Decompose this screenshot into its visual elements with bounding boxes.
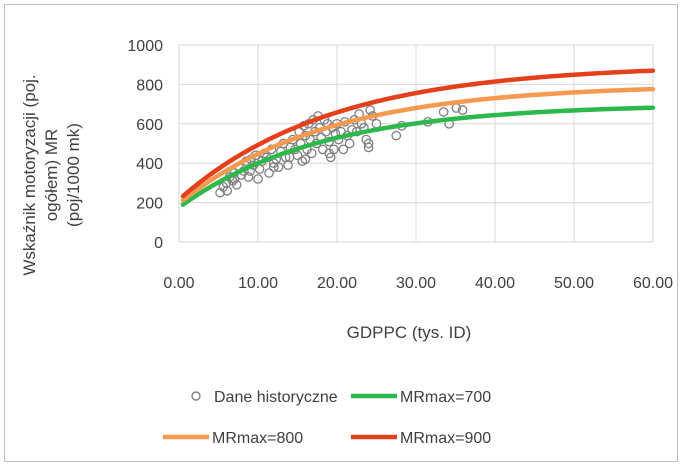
y-axis-title: Wskaźnik motoryzacji (poj. ogółem) MR (p… (20, 74, 83, 275)
legend-item-mrmax-700: MRmax=700 (351, 389, 491, 406)
scatter-point (338, 144, 349, 155)
scatter-point (300, 154, 311, 165)
scatter-point (438, 107, 449, 117)
x-tick-label: 10.00 (238, 275, 278, 292)
legend-label-mrmax-900: MRmax=900 (400, 430, 491, 447)
chart-frame: 0 200 400 600 800 1000 0.00 10.00 20.00 30.00 40.… (4, 4, 678, 462)
x-tick-labels: 0.00 10.00 20.00 30.00 40.00 50.00 60.00 (163, 275, 673, 292)
x-tick-label: 50.00 (554, 275, 594, 292)
scatter-point (457, 105, 468, 115)
x-tick-label: 40.00 (475, 275, 515, 292)
scatter-point (264, 168, 274, 178)
scatter-point (283, 160, 293, 171)
scatter-point (365, 105, 376, 115)
scatter-point (253, 174, 263, 184)
legend-marker-historical (191, 391, 201, 401)
scatter-point (243, 172, 254, 182)
legend-item-mrmax-900: MRmax=900 (351, 430, 491, 447)
scatter-point (317, 144, 328, 155)
scatter-point (344, 138, 355, 149)
y-axis-title-line-2: ogółem) MR (42, 129, 61, 222)
scatter-point (222, 185, 233, 196)
y-axis-title-line-1: Wskaźnik motoryzacji (poj. (20, 74, 39, 275)
y-tick-label: 200 (136, 196, 163, 213)
legend-item-mrmax-800: MRmax=800 (163, 430, 303, 447)
y-tick-label: 0 (154, 235, 163, 252)
legend-label-historical: Dane historyczne (214, 389, 338, 406)
series-line-mrmax-700 (180, 105, 656, 207)
x-tick-label: 60.00 (633, 275, 673, 292)
scatter-point (306, 148, 317, 159)
scatter-point (363, 138, 374, 149)
scatter-point (231, 180, 242, 190)
series-line-mrmax-800 (180, 86, 656, 203)
scatter-point (273, 162, 284, 172)
legend-item-historical: Dane historyczne (191, 389, 338, 406)
y-tick-labels: 0 200 400 600 800 1000 (127, 38, 163, 252)
legend-label-mrmax-800: MRmax=800 (212, 430, 303, 447)
y-tick-label: 800 (136, 77, 163, 94)
x-tick-label: 20.00 (317, 275, 357, 292)
line-series (180, 68, 656, 207)
y-tick-label: 1000 (127, 38, 163, 55)
scatter-series (215, 103, 468, 198)
scatter-point (363, 142, 374, 153)
legend: Dane historyczne MRmax=700 MRmax=800 MRm… (163, 389, 491, 447)
scatter-point (391, 130, 402, 141)
y-tick-label: 600 (136, 117, 163, 134)
scatter-point (215, 187, 225, 198)
x-tick-label: 0.00 (163, 275, 194, 292)
legend-label-mrmax-700: MRmax=700 (400, 389, 491, 406)
y-tick-label: 400 (136, 156, 163, 173)
y-axis-title-line-3: (poj/1000 mk) (64, 123, 83, 227)
chart-canvas: 0 200 400 600 800 1000 0.00 10.00 20.00 30.00 40.… (20, 38, 673, 447)
scatter-point (268, 162, 279, 172)
scatter-point (324, 148, 334, 159)
series-line-mrmax-900 (180, 68, 656, 199)
x-tick-label: 30.00 (396, 275, 436, 292)
x-axis-title: GDPPC (tys. ID) (347, 323, 472, 342)
